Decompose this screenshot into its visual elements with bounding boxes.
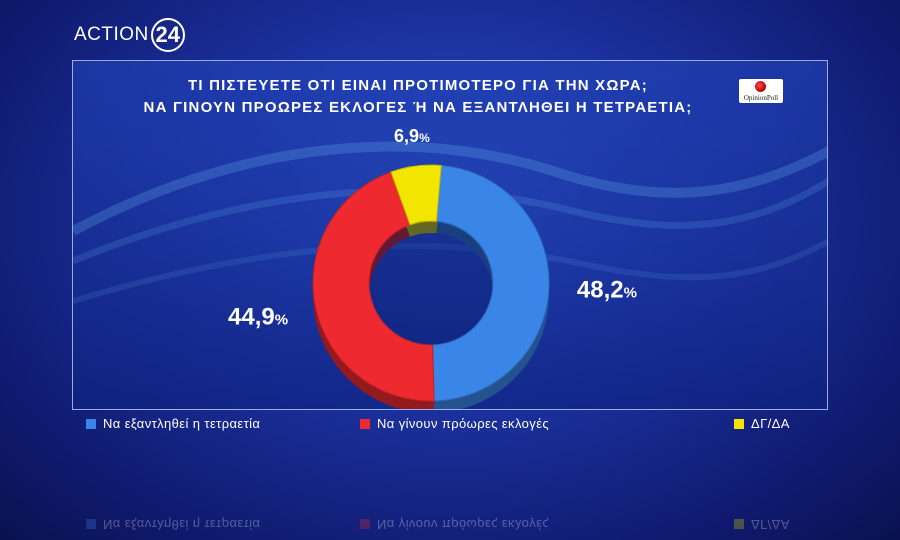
donut-slice-2 [390,164,442,226]
reflection-item-exhaust-term: Να εξαντληθεί η τετραετία [86,517,260,532]
legend-label-dont-know: ΔΓ/ΔΑ [751,416,790,431]
legend-swatch-yellow [734,418,744,429]
reflection-label-dont-know: ΔΓ/ΔΑ [751,517,790,532]
legend-item-early-elections: Να γίνουν πρόωρες εκλογές [360,416,549,431]
legend-item-dont-know: ΔΓ/ΔΑ [734,416,790,431]
data-label-unit-0: % [624,284,637,301]
legend-swatch-blue [86,418,96,429]
chart-title: ΤΙ ΠΙΣΤΕΥΕΤΕ ΟΤΙ ΕΙΝΑΙ ΠΡΟΤΙΜΟΤΕΡΟ ΓΙΑ Τ… [103,75,733,119]
data-label-0: 48,2% [577,276,637,303]
data-label-unit-2: % [419,131,430,145]
data-label-value-1: 44,9 [228,304,275,331]
data-label-value-2: 6,9 [394,126,419,146]
data-label-2: 6,9% [394,126,430,146]
chart-title-line-1: ΤΙ ΠΙΣΤΕΥΕΤΕ ΟΤΙ ΕΙΝΑΙ ΠΡΟΤΙΜΟΤΕΡΟ ΓΙΑ Τ… [188,77,648,94]
chart-panel: ΤΙ ΠΙΣΤΕΥΕΤΕ ΟΤΙ ΕΙΝΑΙ ΠΡΟΤΙΜΟΤΕΡΟ ΓΙΑ Τ… [72,60,828,410]
reflection-swatch-yellow [734,519,744,530]
legend-label-early-elections: Να γίνουν πρόωρες εκλογές [377,416,550,431]
donut-slice-0 [432,164,550,402]
reflection-swatch-blue [86,519,96,530]
reflection-label-early-elections: Να γίνουν πρόωρες εκλογές [377,517,550,532]
opinionpoll-logo: OpinionPoll [739,79,783,103]
legend-reflection: Να εξαντληθεί η τετραετία Να γίνουν πρόω… [72,510,828,534]
legend-swatch-red [360,418,370,429]
donut-slice-1 [312,171,435,402]
legend-item-exhaust-term: Να εξαντληθεί η τετραετία [86,416,260,431]
channel-logo-number: 24 [150,18,185,52]
opinionpoll-logo-text: OpinionPoll [743,94,779,102]
data-label-value-0: 48,2 [577,276,624,303]
legend-label-exhaust-term: Να εξαντληθεί η τετραετία [103,416,261,431]
reflection-item-early-elections: Να γίνουν πρόωρες εκλογές [360,517,549,532]
reflection-swatch-red [360,519,370,530]
reflection-label-exhaust-term: Να εξαντληθεί η τετραετία [103,517,261,532]
chart-title-line-2: ΝΑ ΓΙΝΟΥΝ ΠΡΟΩΡΕΣ ΕΚΛΟΓΕΣ Ή ΝΑ ΕΞΑΝΤΛΗΘΕ… [143,99,693,116]
opinionpoll-logo-dot-icon [755,81,766,92]
data-label-1: 44,9% [228,304,288,331]
channel-logo-text: ACTION [74,24,149,45]
data-label-unit-1: % [275,312,288,329]
reflection-item-dont-know: ΔΓ/ΔΑ [734,517,790,532]
donut-hole [370,222,492,344]
donut-chart: 48,2%44,9%6,9% [228,126,637,409]
channel-logo: ACTION 24 [74,18,185,52]
chart-legend: Να εξαντληθεί η τετραετία Να γίνουν πρόω… [72,414,828,436]
